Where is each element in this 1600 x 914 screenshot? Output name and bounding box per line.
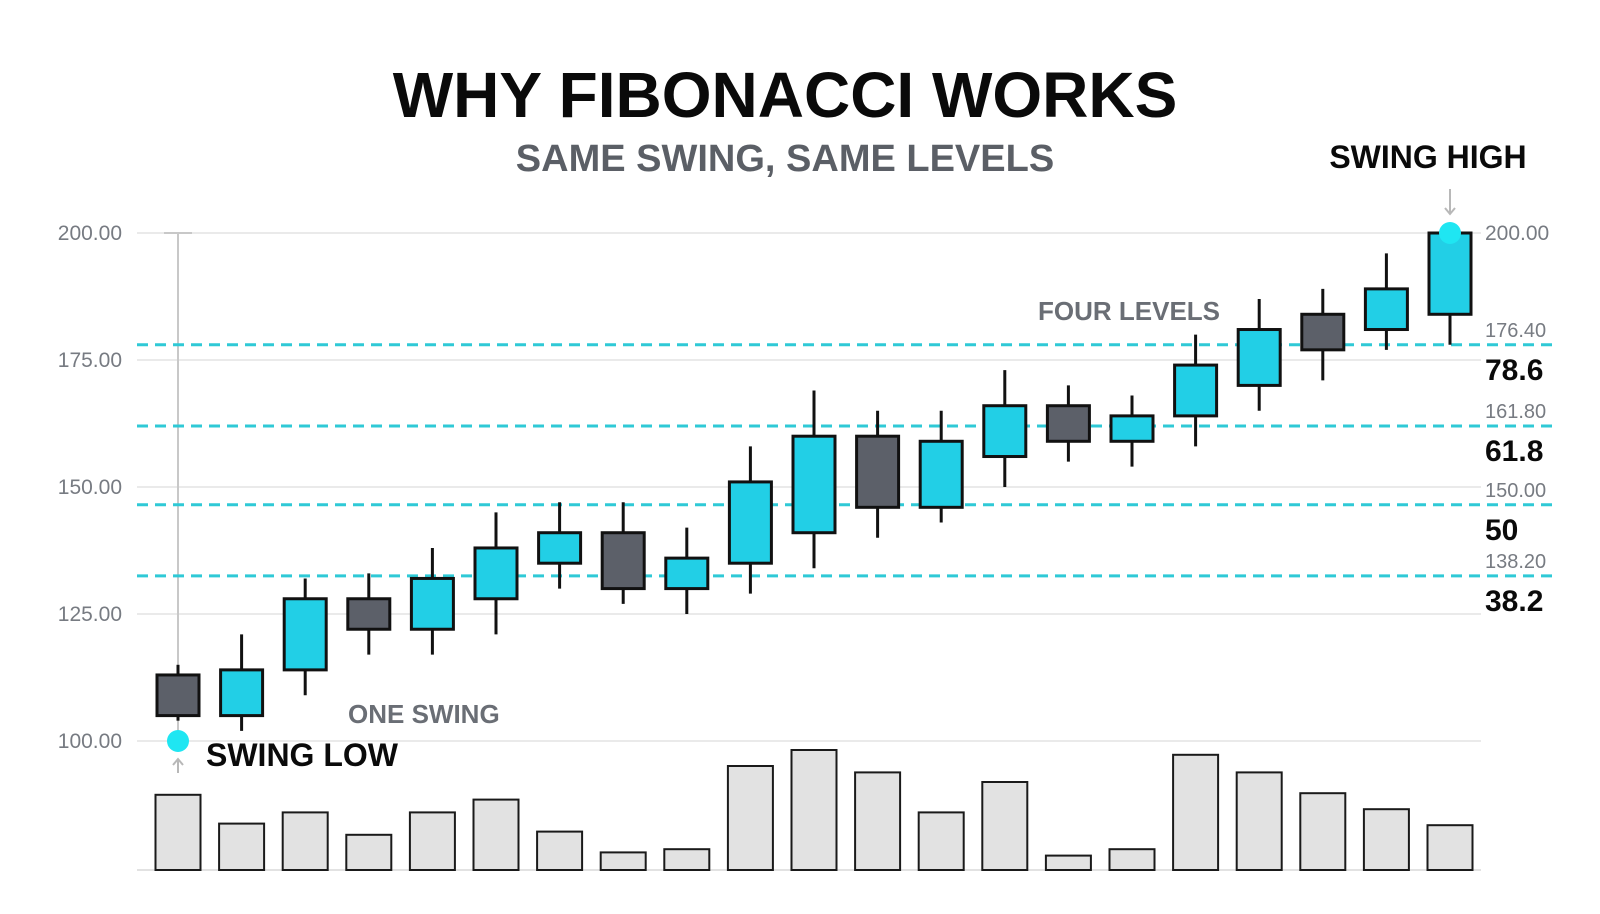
- fib-level-ratio: 61.8: [1485, 435, 1543, 468]
- volume-bar: [663, 848, 711, 872]
- candle: [855, 410, 901, 538]
- y-tick-label: 150.00: [58, 476, 122, 499]
- candle: [1363, 253, 1409, 350]
- candle: [473, 512, 519, 635]
- volume-bar: [1172, 753, 1220, 871]
- volume-bar: [1044, 854, 1092, 871]
- volume-bar: [281, 811, 329, 872]
- swing-low-marker: [167, 730, 189, 752]
- y-tick-label: 100.00: [58, 730, 122, 753]
- volume-bar: [218, 822, 266, 871]
- candle-body: [1300, 312, 1346, 352]
- volume-bar: [536, 830, 584, 871]
- volume-bar: [345, 833, 393, 871]
- candle: [409, 547, 455, 655]
- volume-bar: [917, 811, 965, 872]
- candle-body: [791, 434, 837, 535]
- candle: [1236, 299, 1282, 411]
- candle-body: [282, 597, 328, 672]
- fib-level-ratio: 50: [1485, 514, 1518, 547]
- fibonacci-labels: 176.40 78.6 161.80 61.8 150.00 50 138.20 38.2 20…: [1485, 222, 1549, 618]
- fib-level-value: 150.00: [1485, 480, 1546, 502]
- candle-body: [918, 439, 964, 509]
- volume-bar: [1426, 824, 1474, 872]
- candle: [1300, 288, 1346, 381]
- candle-body: [982, 404, 1028, 459]
- swing-measure-line: [164, 232, 192, 741]
- candle: [727, 446, 773, 594]
- candle-body: [473, 546, 519, 601]
- candle-body: [1045, 404, 1091, 443]
- candlesticks: [155, 231, 1473, 731]
- swing-high-marker: [1439, 222, 1461, 244]
- candle: [918, 410, 964, 523]
- candle: [346, 573, 392, 655]
- volume-bar: [790, 749, 838, 871]
- candle: [664, 527, 710, 614]
- volume-bar: [472, 798, 520, 871]
- chart-title: WHY FIBONACCI WORKS: [393, 59, 1178, 131]
- candle-body: [1173, 363, 1219, 418]
- candle: [982, 370, 1028, 487]
- volume-bar: [154, 793, 202, 871]
- volume-bar: [1362, 808, 1410, 872]
- volume-bar: [1235, 771, 1283, 872]
- candle-body: [219, 668, 265, 718]
- swing-high-label: SWING HIGH: [1329, 139, 1526, 175]
- fib-level-ratio: 38.2: [1485, 585, 1543, 618]
- candle: [1045, 385, 1091, 462]
- volume-bar: [599, 851, 647, 872]
- candle-body: [1109, 414, 1155, 443]
- fib-level-value: 138.20: [1485, 551, 1546, 573]
- candle: [155, 664, 201, 721]
- y-tick-label: 200.00: [58, 222, 122, 245]
- candle-body: [409, 576, 455, 631]
- candle: [282, 578, 328, 696]
- volume-bar: [726, 765, 774, 871]
- y-tick-label: 125.00: [58, 603, 122, 626]
- fib-level-value: 161.80: [1485, 401, 1546, 423]
- fib-level-ratio: 78.6: [1485, 354, 1543, 387]
- y-tick-label-right: 200.00: [1485, 222, 1549, 245]
- fibonacci-levels: [137, 343, 1552, 578]
- candle-body: [537, 531, 583, 565]
- volume-bar: [981, 781, 1029, 871]
- fib-level-value: 176.40: [1485, 320, 1546, 342]
- candle: [1427, 231, 1473, 345]
- volume-bar: [1299, 792, 1347, 872]
- candle: [537, 502, 583, 589]
- swing-low-label: SWING LOW: [206, 737, 399, 773]
- candle-body: [1427, 231, 1473, 316]
- candle-body: [664, 556, 710, 591]
- one-swing-label: ONE SWING: [348, 699, 500, 729]
- volume-bar: [408, 811, 456, 872]
- four-levels-label: FOUR LEVELS: [1038, 296, 1220, 326]
- candle: [219, 634, 265, 731]
- swing-high-arrow: [1444, 189, 1456, 216]
- candle: [791, 390, 837, 569]
- candle-body: [855, 434, 901, 509]
- candle: [1109, 395, 1155, 467]
- candle-body: [1363, 287, 1409, 332]
- swing-low-arrow: [172, 757, 184, 773]
- candle-body: [727, 480, 773, 565]
- chart-subtitle: SAME SWING, SAME LEVELS: [516, 138, 1054, 180]
- volume-bar: [854, 771, 902, 872]
- swing-markers: [167, 189, 1461, 773]
- candle: [600, 502, 646, 604]
- volume-bar: [1108, 848, 1156, 872]
- candle: [1173, 334, 1219, 447]
- candle-body: [1236, 328, 1282, 387]
- volume-bars: [154, 749, 1474, 872]
- candle-body: [346, 597, 392, 631]
- y-tick-label: 175.00: [58, 349, 122, 372]
- candle-body: [155, 673, 201, 718]
- candle-body: [600, 531, 646, 591]
- y-axis-left: 200.00 175.00 150.00 125.00 100.00: [58, 222, 122, 753]
